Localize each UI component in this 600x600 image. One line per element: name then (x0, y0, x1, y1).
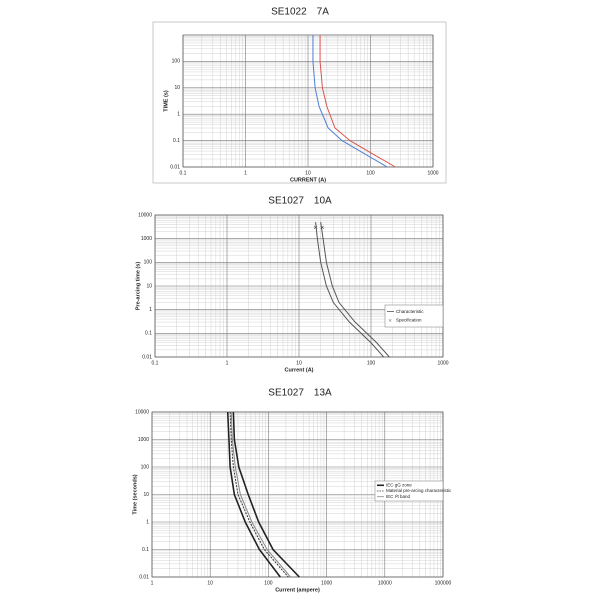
x-tick-label: 1 (226, 360, 229, 366)
y-tick-label: 0.01 (139, 574, 149, 580)
y-tick-label: 0.1 (142, 547, 149, 553)
series-line (315, 222, 385, 358)
x-tick-label: 10 (305, 170, 311, 176)
x-tick-label: 0.1 (152, 360, 159, 366)
x-tick-label: 100 (367, 360, 376, 366)
y-tick-label: 10000 (138, 212, 152, 218)
series-line (232, 411, 300, 578)
y-axis-label: Pre-arcing time (s) (135, 262, 141, 310)
y-tick-label: 0.1 (173, 138, 180, 144)
x-tick-label: 100 (366, 170, 375, 176)
y-tick-label: 1 (149, 307, 152, 313)
x-tick-label: 1000 (321, 580, 332, 586)
legend-box (384, 304, 444, 328)
y-tick-label: 10 (146, 283, 152, 289)
series-line (312, 35, 388, 168)
chart-title: SE1027 13A (268, 388, 332, 399)
image-frame (152, 21, 447, 184)
x-axis-label: CURRENT (A) (290, 177, 326, 183)
legend-marker (388, 319, 392, 322)
y-tick-label: 10 (174, 85, 180, 91)
y-tick-label: 0.01 (170, 164, 180, 170)
y-tick-label: 100 (172, 59, 181, 65)
y-tick-label: 1 (177, 112, 180, 118)
x-tick-label: 1 (151, 580, 154, 586)
x-tick-label: 10000 (378, 580, 392, 586)
legend-label: Material pre-arcing characteristic (386, 488, 452, 493)
plot-border (182, 34, 434, 168)
y-tick-label: 0.1 (145, 331, 152, 337)
x-tick-label: 100 (264, 580, 273, 586)
marker (313, 225, 318, 230)
y-tick-label: 1000 (138, 437, 149, 443)
legend-label: IEC I²t band (386, 494, 411, 499)
x-axis-label: Current (ampere) (275, 587, 320, 593)
y-tick-label: 0.01 (142, 354, 152, 360)
x-tick-label: 1000 (437, 360, 448, 366)
chart-title: SE1022 7A (271, 7, 329, 18)
x-tick-label: 1 (244, 170, 247, 176)
series-line (320, 222, 390, 358)
legend-label: Specification (396, 318, 422, 323)
series-line (226, 411, 281, 578)
legend-box (374, 480, 444, 502)
y-tick-label: 100 (144, 260, 153, 266)
plot-border (154, 214, 444, 358)
y-tick-label: 1000 (141, 236, 152, 242)
chart-title: SE1027 10A (268, 196, 332, 207)
marker (320, 225, 324, 230)
y-tick-label: 100 (141, 464, 150, 470)
series-line (230, 411, 291, 578)
y-tick-label: 10000 (135, 409, 149, 415)
x-tick-label: 0.1 (180, 170, 187, 176)
legend-label: IEC gG zone (386, 482, 412, 487)
x-tick-label: 10 (207, 580, 213, 586)
y-tick-label: 10 (143, 492, 149, 498)
legend-label: Characteristic (396, 309, 424, 314)
y-axis-label: Time (seconds) (132, 474, 138, 514)
y-axis-label: TIME (s) (163, 90, 169, 112)
series-line (319, 35, 396, 168)
y-tick-label: 1 (146, 519, 149, 525)
x-tick-label: 100000 (435, 580, 452, 586)
x-tick-label: 10 (296, 360, 302, 366)
x-tick-label: 1000 (427, 170, 438, 176)
x-axis-label: Current (A) (284, 367, 313, 373)
series-line (229, 411, 289, 578)
